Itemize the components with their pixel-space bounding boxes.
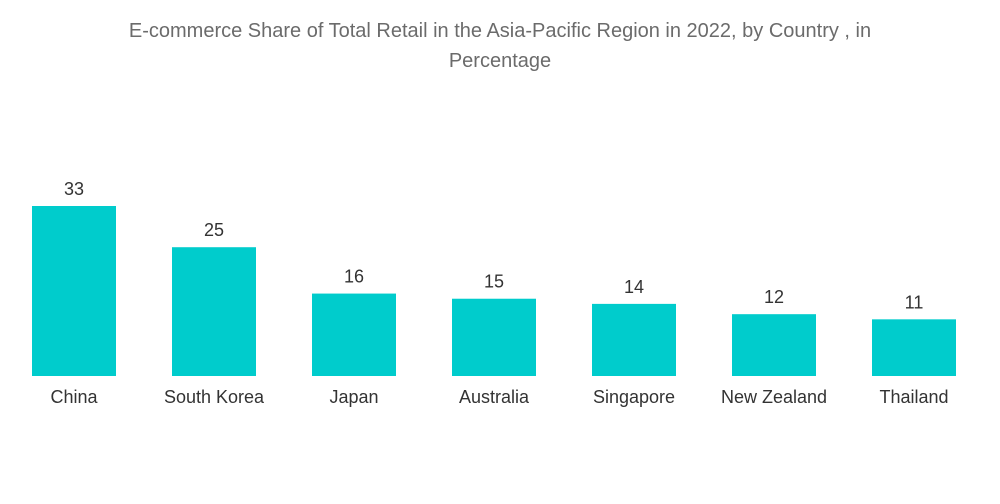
- bar-singapore: [592, 303, 676, 376]
- x-tick-label-australia: Australia: [459, 387, 530, 407]
- bar-japan: [312, 293, 396, 376]
- x-tick-label-south-korea: South Korea: [164, 387, 265, 407]
- data-label-new-zealand: 12: [764, 287, 784, 307]
- data-label-thailand: 11: [905, 292, 924, 312]
- x-tick-label-singapore: Singapore: [593, 387, 675, 407]
- bar-south-korea: [172, 247, 256, 376]
- bar-new-zealand: [732, 314, 816, 376]
- x-tick-label-thailand: Thailand: [879, 387, 948, 407]
- data-label-australia: 15: [484, 272, 504, 292]
- chart-title-line-1: E-commerce Share of Total Retail in the …: [128, 20, 872, 42]
- chart-title: E-commerce Share of Total Retail in the …: [0, 16, 1000, 76]
- x-tick-label-japan: Japan: [329, 387, 378, 407]
- data-label-south-korea: 25: [204, 220, 224, 240]
- data-label-china: 33: [64, 179, 84, 199]
- x-tick-label-china: China: [50, 387, 98, 407]
- x-tick-label-new-zealand: New Zealand: [721, 387, 827, 407]
- chart-title-line-2: Percentage: [448, 50, 552, 72]
- data-label-singapore: 14: [624, 277, 644, 297]
- bar-thailand: [872, 319, 956, 376]
- data-label-japan: 16: [344, 267, 364, 287]
- bar-australia: [452, 298, 536, 376]
- bar-china: [32, 206, 116, 376]
